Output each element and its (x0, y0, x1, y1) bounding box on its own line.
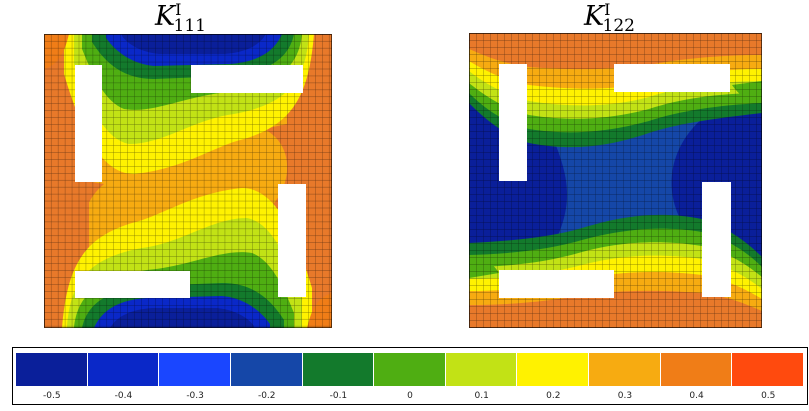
colorbar-swatch (230, 353, 303, 386)
left-title-subscript: 111 (173, 16, 206, 37)
colorbar-tick-label: -0.5 (43, 391, 61, 401)
right-title-subscript: 122 (602, 16, 635, 37)
colorbar-tick-label: 0.4 (689, 391, 704, 401)
left-hole-top-right (191, 65, 303, 93)
colorbar-tick-label: 0.1 (474, 391, 489, 401)
colorbar-tick-label: 0 (407, 391, 413, 401)
colorbar-swatch (445, 353, 518, 386)
colorbar-strip (16, 353, 805, 386)
right-hole-bottom-right (702, 182, 731, 297)
right-hole-top-left (499, 64, 527, 181)
colorbar-swatch (16, 353, 88, 386)
colorbar-swatch (732, 353, 805, 386)
right-contour-field (469, 33, 762, 328)
right-hole-top-right (614, 64, 730, 92)
left-title-symbol: K (155, 1, 176, 32)
colorbar-swatch (589, 353, 661, 386)
right-title-symbol: K (584, 1, 605, 32)
colorbar-ticks: -0.5 -0.4 -0.3 -0.2 -0.1 0 0.1 0.2 0.3 0.4 0.5 (16, 388, 804, 404)
colorbar-tick-label: -0.1 (329, 391, 348, 401)
colorbar-swatch (517, 353, 590, 386)
colorbar-swatch (87, 353, 160, 386)
colorbar-tick-label: -0.4 (114, 391, 133, 401)
colorbar-tick-label: 0.3 (617, 391, 633, 401)
left-plot-title: KI111 (155, 0, 206, 37)
colorbar-tick-label: 0.2 (546, 391, 561, 401)
left-hole-bottom-left (75, 271, 190, 298)
colorbar-swatch (159, 353, 231, 386)
colorbar-legend: -0.5 -0.4 -0.3 -0.2 -0.1 0 0.1 0.2 0.3 0.4 0.5 (12, 347, 808, 405)
left-hole-bottom-right (278, 184, 306, 297)
colorbar-tick-label: -0.3 (186, 391, 204, 401)
colorbar-tick-label: -0.2 (257, 391, 276, 401)
right-hole-bottom-left (499, 270, 614, 298)
right-plot-title: KI122 (584, 0, 635, 37)
colorbar-swatch (302, 353, 375, 386)
left-title-superscript: I (175, 0, 182, 19)
colorbar-tick-label: 0.5 (761, 391, 776, 401)
colorbar-swatch (660, 353, 733, 386)
left-hole-top-left (75, 65, 102, 182)
left-contour-field (44, 34, 332, 328)
right-title-superscript: I (604, 0, 611, 19)
colorbar-swatch (374, 353, 446, 386)
